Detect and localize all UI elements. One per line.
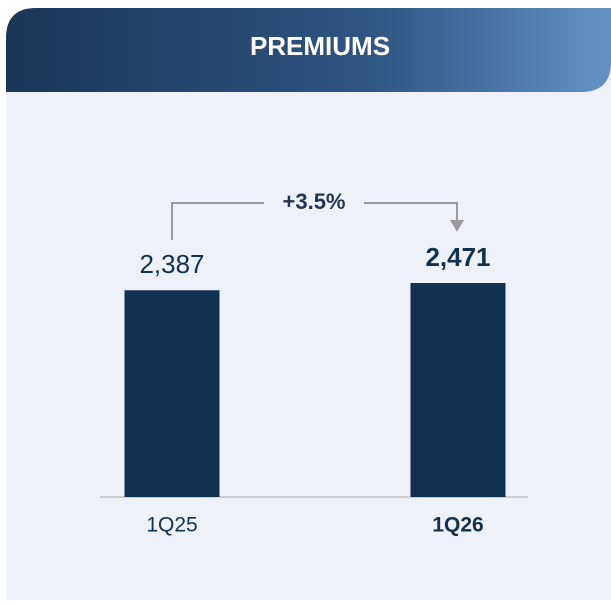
header <box>6 8 611 92</box>
x-tick-label: 1Q25 <box>146 514 197 537</box>
connector <box>171 202 458 240</box>
bar <box>410 283 506 497</box>
x-tick-label: 1Q26 <box>432 514 483 537</box>
annotation: +3.5% <box>283 189 346 214</box>
value-label: 2,471 <box>425 242 490 272</box>
card <box>6 60 611 600</box>
value-label: 2,387 <box>139 249 204 279</box>
bar <box>124 290 220 497</box>
chart-title: PREMIUMS <box>250 31 390 61</box>
arrowhead <box>450 220 464 232</box>
